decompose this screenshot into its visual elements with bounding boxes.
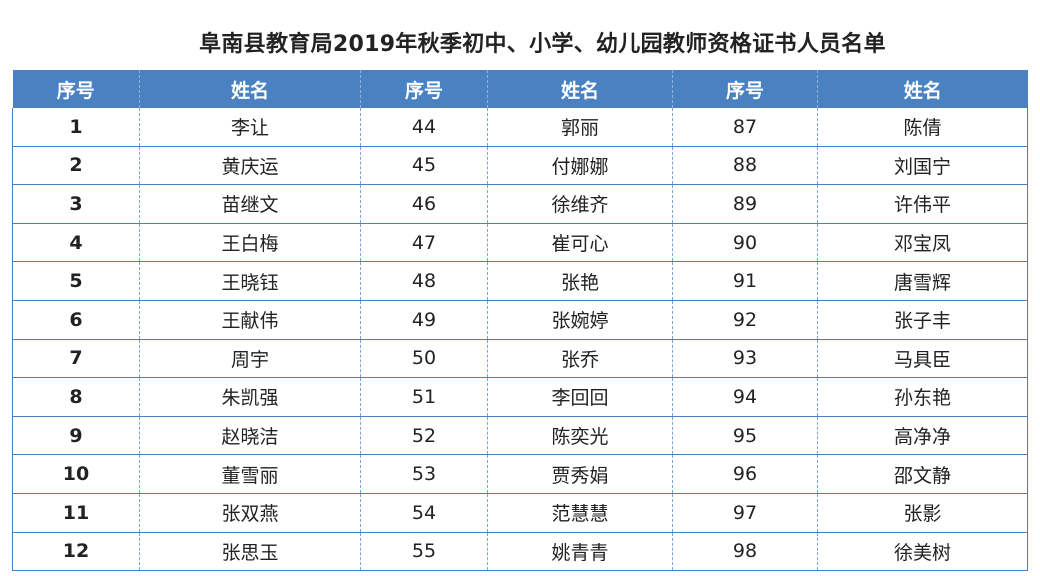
header-name-1: 姓名 [139, 70, 361, 108]
serial-cell: 6 [12, 300, 140, 340]
name-cell: 范慧慧 [487, 493, 673, 533]
serial-cell: 50 [360, 339, 488, 379]
serial-cell: 12 [12, 532, 140, 572]
serial-cell: 88 [672, 146, 818, 186]
name-cell: 邵文静 [817, 454, 1028, 494]
table-row: 6 王献伟 49 张婉婷 92 张子丰 [12, 300, 1028, 340]
table-row: 8 朱凯强 51 李回回 94 孙东艳 [12, 377, 1028, 417]
serial-cell: 1 [12, 108, 140, 147]
name-cell: 陈奕光 [487, 416, 673, 456]
name-cell: 黄庆运 [139, 146, 361, 186]
name-cell: 张影 [817, 493, 1028, 533]
serial-cell: 93 [672, 339, 818, 379]
name-cell: 马具臣 [817, 339, 1028, 379]
serial-cell: 97 [672, 493, 818, 533]
name-cell: 付娜娜 [487, 146, 673, 186]
name-cell: 唐雪辉 [817, 261, 1028, 301]
name-cell: 李回回 [487, 377, 673, 417]
serial-cell: 54 [360, 493, 488, 533]
table-body: 1 李让 44 郭丽 87 陈倩 2 黄庆运 45 付娜娜 88 刘国宁 3 苗继文 46 徐维齐 89 许伟平 4… [12, 108, 1028, 572]
name-cell: 刘国宁 [817, 146, 1028, 186]
serial-cell: 87 [672, 108, 818, 147]
serial-cell: 98 [672, 532, 818, 572]
name-cell: 朱凯强 [139, 377, 361, 417]
name-cell: 崔可心 [487, 223, 673, 263]
table-row: 9 赵晓洁 52 陈奕光 95 高净净 [12, 416, 1028, 456]
name-cell: 张双燕 [139, 493, 361, 533]
name-cell: 姚青青 [487, 532, 673, 572]
header-serial-3: 序号 [672, 70, 818, 108]
name-cell: 张乔 [487, 339, 673, 379]
header-serial-2: 序号 [360, 70, 488, 108]
table-header: 序号 姓名 序号 姓名 序号 姓名 [12, 70, 1028, 108]
serial-cell: 10 [12, 454, 140, 494]
name-cell: 许伟平 [817, 184, 1028, 224]
name-cell: 张子丰 [817, 300, 1028, 340]
serial-cell: 47 [360, 223, 488, 263]
name-cell: 陈倩 [817, 108, 1028, 147]
name-cell: 孙东艳 [817, 377, 1028, 417]
table-row: 12 张思玉 55 姚青青 98 徐美树 [12, 532, 1028, 572]
header-serial-1: 序号 [12, 70, 140, 108]
name-cell: 徐维齐 [487, 184, 673, 224]
name-cell: 苗继文 [139, 184, 361, 224]
serial-cell: 5 [12, 261, 140, 301]
serial-cell: 49 [360, 300, 488, 340]
table-row: 7 周宇 50 张乔 93 马具臣 [12, 339, 1028, 379]
serial-cell: 2 [12, 146, 140, 186]
serial-cell: 48 [360, 261, 488, 301]
serial-cell: 3 [12, 184, 140, 224]
serial-cell: 52 [360, 416, 488, 456]
serial-cell: 90 [672, 223, 818, 263]
name-cell: 邓宝凤 [817, 223, 1028, 263]
name-cell: 董雪丽 [139, 454, 361, 494]
page-title: 阜南县教育局2019年秋季初中、小学、幼儿园教师资格证书人员名单 [199, 32, 886, 57]
serial-cell: 55 [360, 532, 488, 572]
serial-cell: 4 [12, 223, 140, 263]
serial-cell: 46 [360, 184, 488, 224]
name-cell: 高净净 [817, 416, 1028, 456]
serial-cell: 8 [12, 377, 140, 417]
table-row: 3 苗继文 46 徐维齐 89 许伟平 [12, 184, 1028, 224]
name-cell: 周宇 [139, 339, 361, 379]
name-cell: 王白梅 [139, 223, 361, 263]
table-row: 11 张双燕 54 范慧慧 97 张影 [12, 493, 1028, 533]
serial-cell: 7 [12, 339, 140, 379]
name-cell: 张思玉 [139, 532, 361, 572]
table-row: 1 李让 44 郭丽 87 陈倩 [12, 108, 1028, 147]
serial-cell: 94 [672, 377, 818, 417]
serial-cell: 9 [12, 416, 140, 456]
table-row: 2 黄庆运 45 付娜娜 88 刘国宁 [12, 146, 1028, 186]
serial-cell: 95 [672, 416, 818, 456]
serial-cell: 89 [672, 184, 818, 224]
name-cell: 王献伟 [139, 300, 361, 340]
serial-cell: 44 [360, 108, 488, 147]
serial-cell: 92 [672, 300, 818, 340]
name-cell: 张艳 [487, 261, 673, 301]
name-cell: 李让 [139, 108, 361, 147]
table-row: 10 董雪丽 53 贾秀娟 96 邵文静 [12, 454, 1028, 494]
header-name-3: 姓名 [817, 70, 1028, 108]
roster-table: 序号 姓名 序号 姓名 序号 姓名 1 李让 44 郭丽 87 陈倩 2 黄庆运 45 付娜娜 88… [12, 70, 1028, 572]
header-row: 序号 姓名 序号 姓名 序号 姓名 [12, 70, 1028, 108]
table-row: 4 王白梅 47 崔可心 90 邓宝凤 [12, 223, 1028, 263]
header-name-2: 姓名 [487, 70, 673, 108]
serial-cell: 96 [672, 454, 818, 494]
serial-cell: 53 [360, 454, 488, 494]
name-cell: 郭丽 [487, 108, 673, 147]
serial-cell: 51 [360, 377, 488, 417]
serial-cell: 45 [360, 146, 488, 186]
name-cell: 张婉婷 [487, 300, 673, 340]
name-cell: 王晓钰 [139, 261, 361, 301]
serial-cell: 11 [12, 493, 140, 533]
name-cell: 贾秀娟 [487, 454, 673, 494]
table-row: 5 王晓钰 48 张艳 91 唐雪辉 [12, 261, 1028, 301]
name-cell: 赵晓洁 [139, 416, 361, 456]
serial-cell: 91 [672, 261, 818, 301]
name-cell: 徐美树 [817, 532, 1028, 572]
